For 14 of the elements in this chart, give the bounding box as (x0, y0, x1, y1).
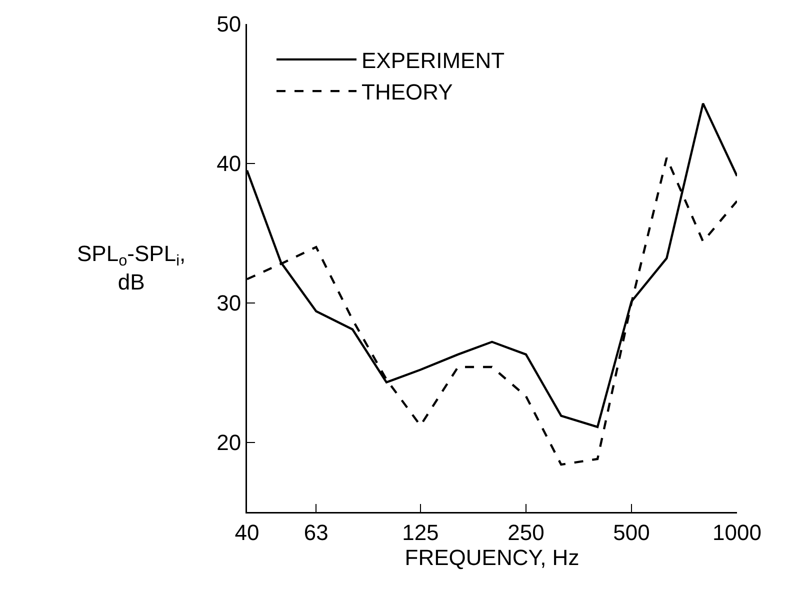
legend-label: THEORY (362, 80, 454, 105)
legend-label: EXPERIMENT (362, 48, 505, 74)
x-tick-label: 1000 (712, 520, 762, 545)
x-tick-label: 40 (234, 520, 260, 545)
x-axis-title: FREQUENCY, Hz (404, 544, 580, 570)
y-tick-label: 50 (216, 12, 242, 37)
x-tick-label: 500 (613, 520, 650, 545)
y-tick-label: 20 (216, 430, 242, 455)
y-tick-label: 40 (216, 151, 242, 176)
x-tick-label: 250 (508, 520, 544, 545)
text: SPL$_{o}$-SPL$_{i}$, dB (77, 241, 186, 295)
y-tick-label: 30 (216, 290, 242, 316)
x-tick-label: 63 (304, 520, 328, 545)
x-tick-label: 125 (402, 520, 439, 545)
